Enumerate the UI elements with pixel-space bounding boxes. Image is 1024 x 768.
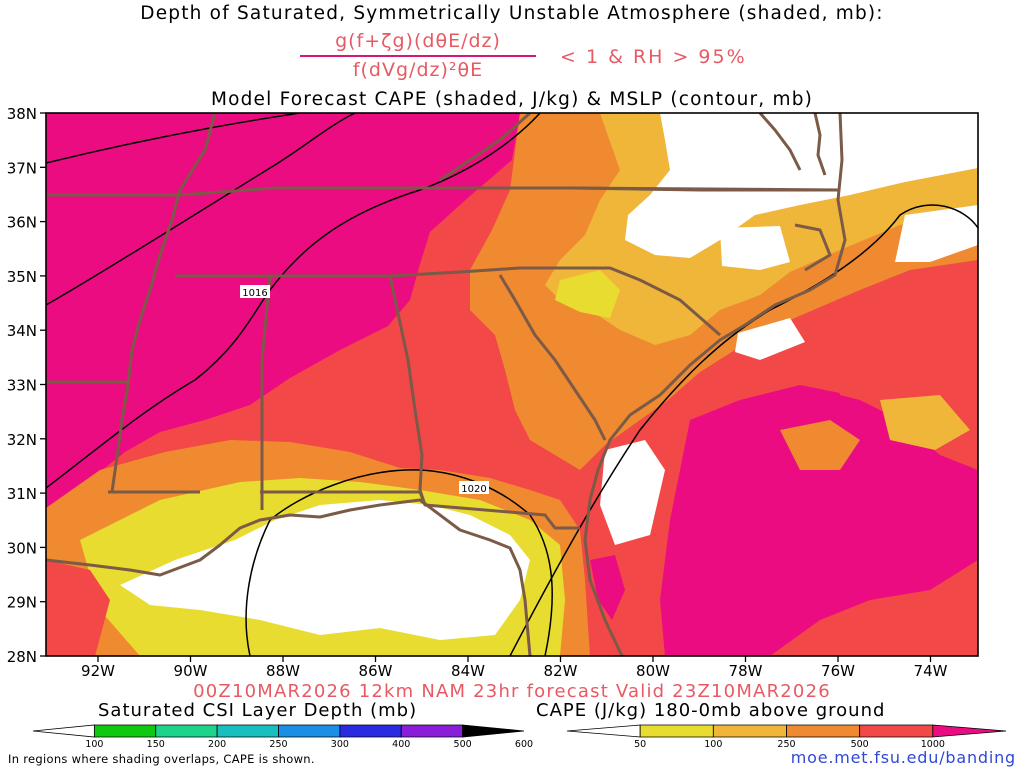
csi-colorbar-swatch [216,724,279,738]
cape-region-50-piedmont [555,270,620,318]
isobar-label-box [459,481,489,494]
csi-colorbar-swatch [278,724,341,738]
csi-colorbar-swatch [32,724,95,738]
border-nc-sc [520,266,721,337]
isobar-nw [46,113,301,164]
map-plot-area [46,113,978,656]
isobar-1016 [46,113,356,306]
coast-gulf [46,498,532,656]
lon-label: 88W [266,662,300,680]
border-va-nc [574,186,840,192]
isobar-label-box [240,285,270,298]
cape-region-500-atlantic-core [830,315,978,410]
cape-colorbar-tick-label: 100 [704,739,722,750]
isobar-label: 1016 [242,288,267,299]
lon-label: 76W [821,662,855,680]
csi-colorbar-tick-label: 600 [515,739,533,750]
cape-colorbar-swatch [639,724,714,738]
csi-colorbar-tick-label: 200 [208,739,226,750]
coast-atlantic [583,113,847,656]
cape-colorbar-swatch [786,724,861,738]
cape-colorbar-tick-label: 500 [851,739,869,750]
lon-label: 84W [451,662,485,680]
cape-region-high-atlantic [660,385,978,656]
csi-colorbar-swatch [155,724,218,738]
csi-colorbar-swatch [93,724,157,738]
lon-label: 82W [544,662,578,680]
source-url[interactable]: moe.met.fsu.edu/banding [790,748,1016,767]
coast-pamlico [794,223,832,272]
lon-label: 86W [359,662,393,680]
lon-label: 90W [174,662,208,680]
lon-label: 80W [636,662,670,680]
footnote: In regions where shading overlaps, CAPE … [8,752,315,766]
lat-label: 28N [7,648,37,666]
cape-colorbar-swatch [712,724,787,738]
cape-region-gulf-red-sw [46,560,110,656]
isobar-label: 1020 [461,484,486,495]
cape-region-250-atlantic [780,420,860,470]
lat-label: 32N [7,431,37,449]
formula-denominator: f(dVg/dz)²θE [352,59,484,81]
cape-colorbar-swatch [932,724,1007,738]
lat-label: 34N [7,322,37,340]
latitude-axis: 38N 37N 36N 35N 34N 33N 32N 31N 30N 29N 28N [7,105,46,666]
border-mississippi-river [110,113,217,493]
lat-label: 36N [7,214,37,232]
map-title: Depth of Saturated, Symmetrically Unstab… [140,3,884,24]
cape-region-gulf-white [120,500,530,640]
cape-region-high-nw [46,113,520,508]
border-wv-va [439,113,532,182]
cape-colorbar-tick-label: 50 [634,739,646,750]
formula: g(f+ζg)(dθE/dz) f(dVg/dz)²θE [300,29,536,81]
isobar-labels: 1016 1020 [240,285,489,495]
cape-region-white-ne2 [720,226,790,270]
csi-colorbar-tick-label: 250 [269,739,287,750]
coast-chesapeake [813,113,827,176]
cape-colorbar-title: CAPE (J/kg) 180-0mb above ground [536,700,886,721]
csi-colorbar-swatch [400,724,464,738]
lat-label: 31N [7,485,37,503]
csi-colorbar-title: Saturated CSI Layer Depth (mb) [98,700,418,721]
lat-label: 29N [7,594,37,612]
cape-region-white-ne [625,113,978,258]
csi-colorbar-swatch [462,724,525,738]
formula-numerator: g(f+ζg)(dθE/dz) [335,30,501,52]
border-ga-sc [498,274,607,441]
cape-colorbar-swatch [859,724,934,738]
csi-colorbar-tick-label: 150 [147,739,165,750]
lon-label: 92W [81,662,115,680]
political-borders [46,113,847,656]
csi-colorbar-swatch [339,724,402,738]
lat-label: 38N [7,105,37,123]
longitude-axis: 92W 90W 88W 86W 84W 82W 80W 78W 76W 74W [81,656,948,680]
cape-region-white-capefear [735,318,805,360]
cape-region-white-pamlico [895,205,978,262]
lat-label: 30N [7,539,37,557]
lat-label: 33N [7,377,37,395]
cape-region-100-atlantic [880,395,970,450]
lon-label: 74W [914,662,948,680]
valid-time-line: 00Z10MAR2026 12km NAM 23hr forecast Vali… [193,681,831,702]
formula-condition: < 1 & RH > 95% [560,46,747,68]
cape-colorbar-tick-label: 1000 [921,739,945,750]
isobar-east [509,204,978,656]
border-ms-al [260,275,272,510]
fraction-bar [300,55,536,57]
csi-colorbar-tick-label: 100 [85,739,103,750]
lon-label: 78W [729,662,763,680]
cape-region-high-florida [590,555,625,620]
coast-delaware-bay [758,113,802,171]
csi-colorbar-tick-label: 300 [331,739,349,750]
lat-label: 35N [7,268,37,286]
csi-colorbar-tick-label: 500 [454,739,472,750]
colorbars: 100 150 200 250 300 400 500 600 50 100 250 500 1000 [32,724,1007,750]
csi-colorbar-tick-label: 400 [392,739,410,750]
map-subtitle: Model Forecast CAPE (shaded, J/kg) & MSL… [210,89,814,110]
cape-colorbar-swatch [566,724,641,738]
cape-colorbar-tick-label: 250 [777,739,795,750]
lat-label: 37N [7,159,37,177]
